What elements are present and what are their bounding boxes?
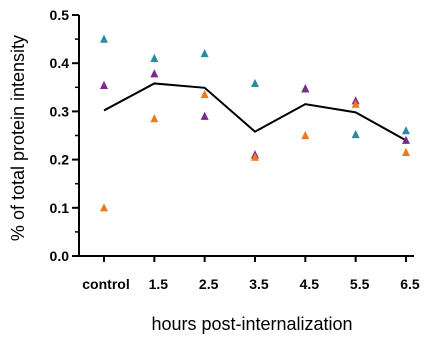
x-axis-title: hours post-internalization <box>151 314 352 334</box>
y-tick-label: 0.2 <box>50 152 70 168</box>
mean-line <box>103 82 407 142</box>
data-point-series-3 <box>301 130 310 140</box>
x-tick-label: control <box>82 276 129 292</box>
data-point-series-2 <box>100 80 108 89</box>
data-point-series-1 <box>100 34 108 43</box>
y-tick-label: 0.3 <box>50 103 70 119</box>
x-tick-label: 3.5 <box>249 276 269 292</box>
data-point-series-1 <box>351 129 360 139</box>
data-point-series-3 <box>150 114 159 123</box>
data-point-series-3 <box>200 89 209 99</box>
x-tick-label: 5.5 <box>350 276 370 292</box>
x-tick-label: 2.5 <box>199 276 219 292</box>
data-point-series-2 <box>301 84 310 93</box>
data-point-series-1 <box>401 126 410 135</box>
y-tick-label: 0.0 <box>50 248 70 264</box>
data-point-series-1 <box>200 48 209 58</box>
data-point-series-3 <box>100 203 108 212</box>
y-tick-label: 0.1 <box>50 200 70 216</box>
y-tick-label: 0.5 <box>50 7 70 23</box>
x-tick-label: 6.5 <box>400 276 420 292</box>
data-point-series-2 <box>200 111 209 120</box>
x-tick-label: 1.5 <box>149 276 169 292</box>
data-marks <box>100 34 410 212</box>
data-point-series-2 <box>401 135 410 144</box>
y-axis-title: % of total protein intensity <box>8 35 28 241</box>
y-tick-label: 0.4 <box>50 55 70 71</box>
data-point-series-1 <box>150 53 159 62</box>
data-point-series-1 <box>250 78 259 88</box>
x-tick-label: 4.5 <box>300 276 320 292</box>
axes: 0.0 0.1 0.2 0.3 0.4 0.5 control 1.5 2.5 3.5 4.5 5.5… <box>50 7 420 292</box>
data-point-series-3 <box>250 152 259 161</box>
data-point-series-3 <box>351 99 360 108</box>
data-point-series-2 <box>150 69 159 78</box>
data-point-series-3 <box>401 147 410 156</box>
